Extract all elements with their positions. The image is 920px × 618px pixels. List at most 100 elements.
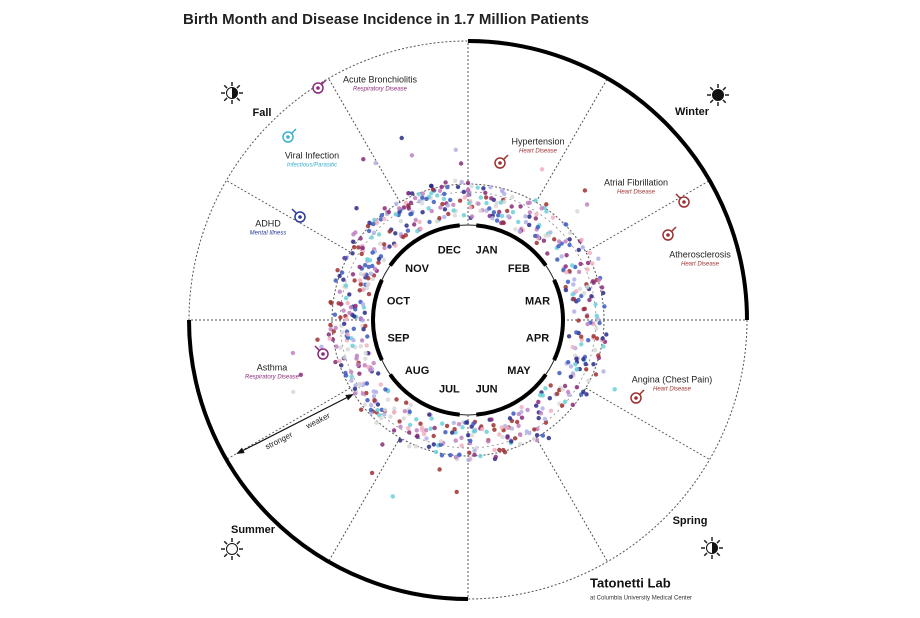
dot bbox=[407, 409, 412, 414]
dot bbox=[544, 202, 549, 207]
dot bbox=[512, 436, 518, 441]
dot bbox=[360, 302, 366, 307]
dot bbox=[533, 216, 538, 221]
dot bbox=[408, 212, 413, 217]
dot bbox=[357, 371, 362, 376]
season-icon bbox=[701, 537, 723, 559]
dot bbox=[363, 263, 368, 268]
dot bbox=[417, 219, 422, 225]
dot bbox=[585, 284, 590, 290]
dot bbox=[505, 208, 510, 214]
month-label: FEB bbox=[508, 263, 530, 275]
dot bbox=[363, 351, 368, 356]
dot bbox=[511, 411, 516, 416]
dot bbox=[527, 200, 532, 205]
dot bbox=[601, 369, 606, 374]
dot bbox=[336, 301, 341, 306]
dot bbox=[408, 402, 413, 408]
sun-ray bbox=[236, 553, 241, 558]
dot bbox=[429, 416, 434, 421]
season-label: Summer bbox=[231, 524, 276, 536]
dot bbox=[358, 271, 364, 277]
dot bbox=[333, 359, 338, 365]
dot bbox=[353, 230, 358, 235]
spoke bbox=[226, 387, 351, 460]
dot bbox=[475, 185, 480, 190]
dot bbox=[455, 184, 461, 190]
dot bbox=[559, 254, 564, 259]
sun-ray bbox=[223, 97, 228, 102]
dot bbox=[575, 209, 580, 214]
dot bbox=[349, 374, 354, 379]
month-label: NOV bbox=[405, 263, 430, 275]
dot bbox=[379, 213, 385, 218]
dot bbox=[472, 452, 477, 457]
dot bbox=[572, 277, 577, 282]
dot bbox=[333, 325, 338, 331]
sun-half bbox=[712, 542, 718, 554]
dot bbox=[398, 219, 403, 224]
arrow-head bbox=[236, 447, 245, 454]
dot bbox=[517, 432, 523, 437]
dot bbox=[590, 279, 595, 284]
dot bbox=[517, 229, 522, 234]
dot bbox=[420, 210, 425, 215]
dot bbox=[365, 257, 370, 262]
disease-name: Acute Bronchiolitis bbox=[343, 74, 418, 84]
dot bbox=[358, 282, 363, 287]
dot bbox=[406, 206, 411, 211]
dot bbox=[397, 419, 402, 424]
dot bbox=[414, 417, 419, 422]
spoke bbox=[226, 180, 351, 253]
sun-ray bbox=[223, 540, 228, 545]
dot bbox=[509, 204, 514, 209]
dot bbox=[571, 296, 577, 302]
dot bbox=[555, 391, 560, 396]
dot bbox=[418, 421, 423, 426]
dot bbox=[490, 216, 495, 221]
dot bbox=[498, 200, 504, 205]
dot bbox=[494, 218, 500, 223]
dot bbox=[394, 397, 399, 402]
dot bbox=[353, 307, 358, 312]
dot bbox=[539, 206, 544, 211]
dot bbox=[427, 219, 432, 225]
sun-ray bbox=[236, 84, 241, 89]
dot bbox=[489, 417, 494, 422]
dot bbox=[338, 345, 343, 350]
dot bbox=[465, 180, 471, 186]
dot bbox=[361, 327, 366, 332]
dot bbox=[291, 389, 296, 395]
dot bbox=[438, 442, 443, 447]
dot bbox=[457, 198, 463, 203]
marker-dot bbox=[298, 215, 302, 219]
month-label: APR bbox=[526, 333, 549, 345]
dot bbox=[483, 195, 489, 200]
dot bbox=[563, 239, 568, 244]
dot bbox=[366, 276, 371, 281]
dot bbox=[339, 363, 344, 368]
dot bbox=[364, 343, 369, 348]
dot bbox=[352, 245, 357, 250]
dot bbox=[345, 300, 350, 306]
dot bbox=[555, 257, 560, 262]
dot bbox=[516, 411, 521, 417]
dot bbox=[410, 191, 415, 196]
dot bbox=[337, 358, 342, 364]
dot bbox=[372, 217, 377, 223]
dot bbox=[369, 235, 374, 240]
dot bbox=[407, 430, 412, 435]
dot bbox=[363, 323, 368, 329]
dot bbox=[543, 420, 549, 425]
dot bbox=[590, 261, 595, 266]
dot bbox=[343, 256, 348, 261]
dot bbox=[591, 334, 596, 339]
dot bbox=[362, 310, 367, 315]
dot bbox=[524, 429, 529, 434]
dot bbox=[516, 219, 521, 225]
disease-name: Atrial Fibrillation bbox=[604, 177, 668, 187]
dot bbox=[594, 326, 599, 331]
disease-name: Asthma bbox=[257, 362, 288, 372]
dot bbox=[548, 408, 554, 413]
